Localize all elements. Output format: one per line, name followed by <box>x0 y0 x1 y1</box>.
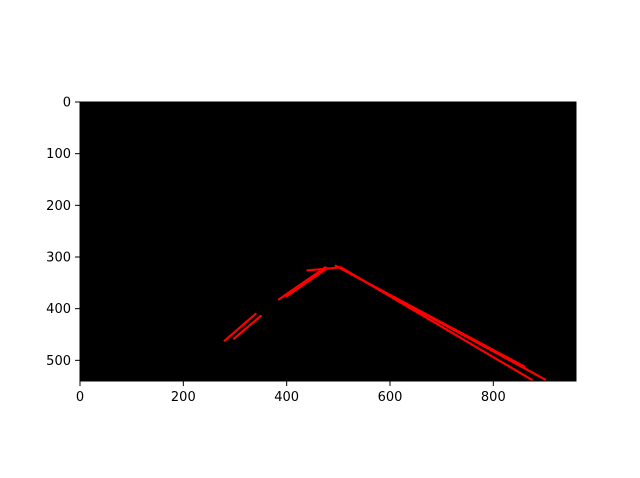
x-axis: 0 200 400 600 800 <box>76 381 506 405</box>
lane-line-segment <box>232 314 262 340</box>
plot-frame <box>79 101 577 382</box>
y-axis: 0 100 200 300 400 500 <box>46 96 80 369</box>
lane-lines <box>223 264 547 382</box>
y-tick-label: 0 <box>63 96 71 111</box>
x-tick-label: 400 <box>274 390 299 405</box>
lane-line-segment <box>306 266 343 272</box>
y-tick-label: 500 <box>46 354 71 369</box>
y-tick-label: 200 <box>46 199 71 214</box>
x-tick-label: 800 <box>481 390 506 405</box>
x-tick-label: 0 <box>76 390 84 405</box>
y-tick-label: 100 <box>46 147 71 162</box>
plot-area <box>80 102 576 381</box>
x-tick-label: 200 <box>171 390 196 405</box>
y-tick-label: 300 <box>46 251 71 266</box>
lane-line-segment <box>368 282 526 368</box>
y-tick-label: 400 <box>46 302 71 317</box>
x-tick-label: 600 <box>378 390 403 405</box>
lane-line-segment <box>277 266 327 301</box>
lane-line-segment <box>285 267 329 298</box>
lane-line-segment <box>223 312 257 342</box>
